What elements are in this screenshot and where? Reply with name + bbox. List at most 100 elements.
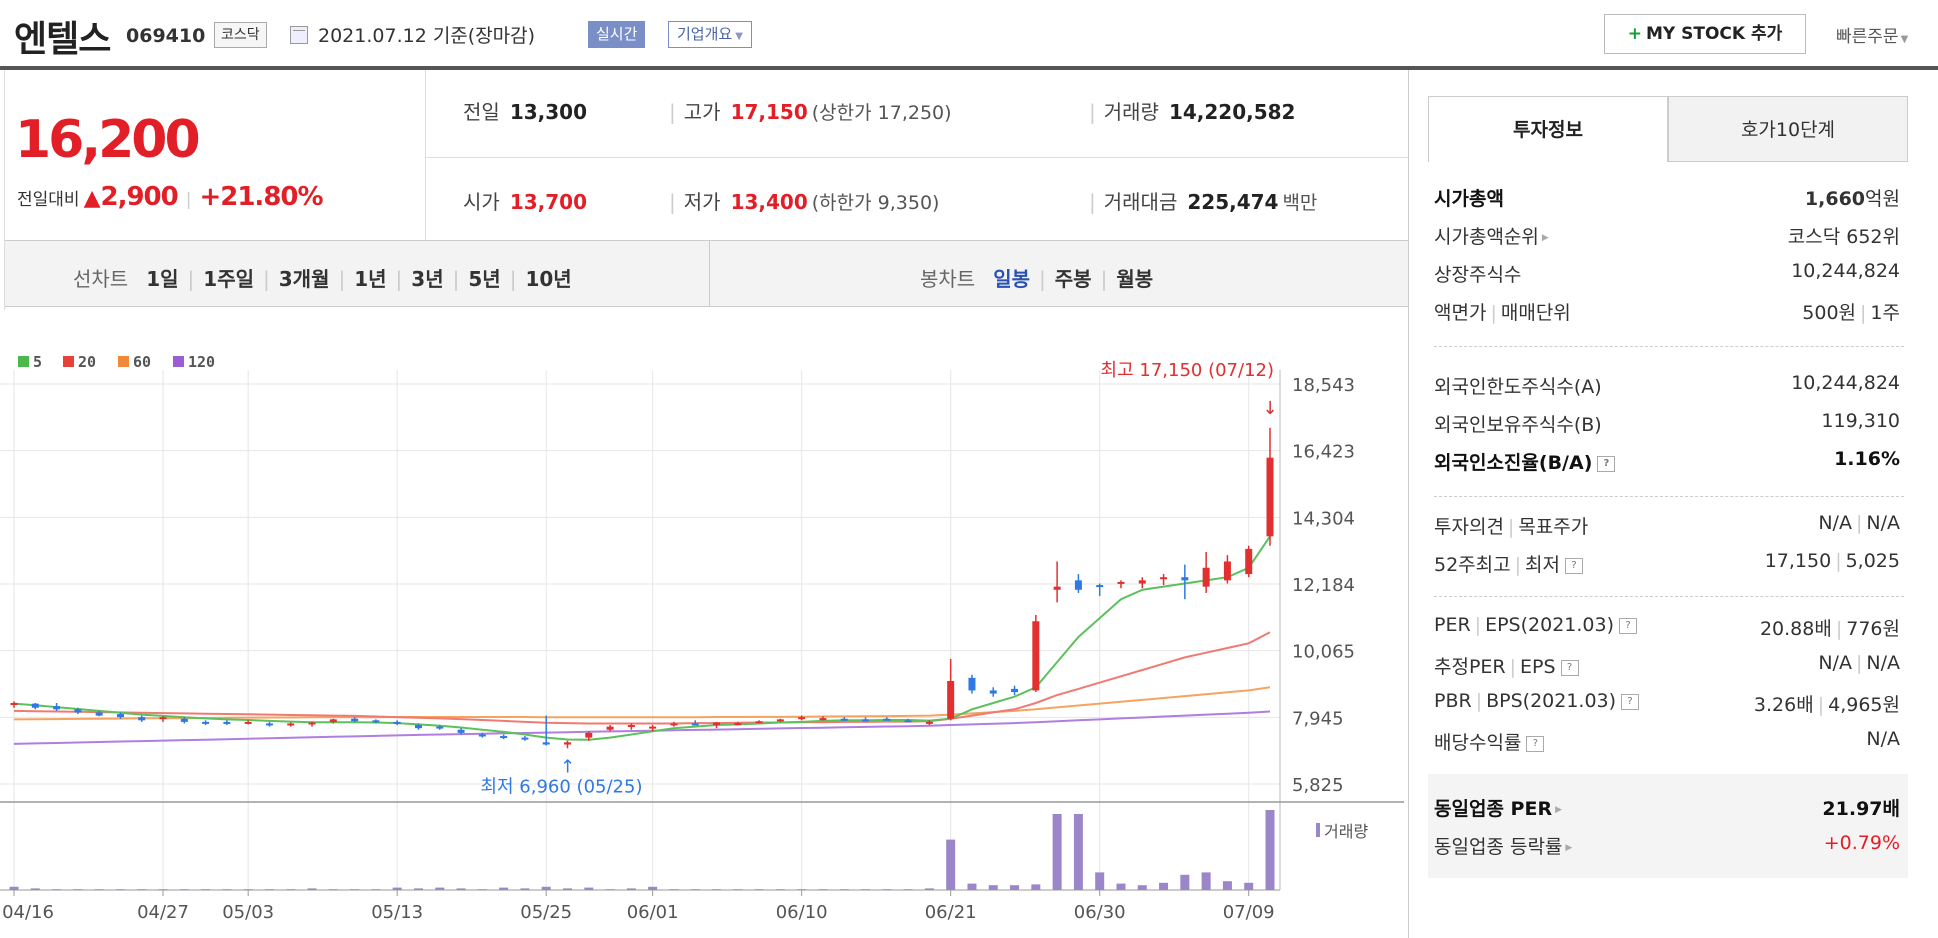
change-amount: 2,900 [100, 182, 178, 212]
corp-overview-dropdown[interactable]: 기업개요 ▼ [668, 21, 752, 48]
volume-legend-swatch [1316, 823, 1320, 837]
period-3m[interactable]: 3개월 [278, 267, 330, 291]
volume-bar [115, 889, 125, 891]
period-3y[interactable]: 3년 [411, 267, 444, 291]
volume-bar [137, 889, 147, 891]
foreign-ratio-value: 1.16% [1834, 448, 1900, 470]
unit-value: 1주 [1870, 302, 1900, 324]
divider [709, 241, 710, 307]
per-label-text: PER [1434, 614, 1471, 636]
candle-body [31, 703, 39, 708]
face-unit-label: 액면가 | 매매단위 [1434, 298, 1571, 325]
info-tabs: 투자정보 호가10단계 [1428, 96, 1908, 162]
candle-body [1011, 688, 1019, 693]
period-5y[interactable]: 5년 [468, 267, 501, 291]
help-icon[interactable]: ? [1565, 557, 1583, 574]
quick-order-button[interactable]: 빠른주문 ▼ [1836, 22, 1908, 47]
period-1y[interactable]: 1년 [354, 267, 387, 291]
help-icon[interactable]: ? [1597, 455, 1616, 472]
tab-invest-info[interactable]: 투자정보 [1428, 96, 1668, 162]
corp-overview-label: 기업개요 [677, 25, 733, 43]
pbr-value: 3.26배 | 4,965원 [1754, 690, 1900, 717]
candle-body [414, 725, 422, 729]
per-value: 20.88배 | 776원 [1760, 614, 1900, 641]
stock-name: 엔텔스 [14, 19, 111, 60]
volume-bar [328, 889, 338, 891]
divider: | [1475, 690, 1483, 712]
divider: | [1855, 652, 1863, 674]
foreign-limit-row: 외국인한도주식수(A) 10,244,824 [1428, 372, 1908, 406]
divider [1434, 596, 1904, 597]
legend-label: 60 [133, 353, 151, 371]
realtime-button[interactable]: 실시간 [588, 21, 646, 48]
candle-body [244, 721, 252, 724]
high-annotation: 최고 17,150 (07/12) [1101, 360, 1274, 381]
chevron-down-icon: ▼ [735, 31, 743, 42]
volume-bar [946, 839, 956, 890]
mystock-add-button[interactable]: + MY STOCK 추가 [1604, 14, 1806, 54]
volume-bar [222, 889, 232, 891]
ma20-line [13, 631, 1271, 725]
calendar-icon [290, 26, 308, 44]
help-icon[interactable]: ? [1619, 617, 1637, 634]
divider: | [1089, 100, 1096, 124]
target-value: N/A [1866, 512, 1900, 534]
peer-per-row[interactable]: 동일업종 PER ▶ 21.97배 [1428, 794, 1908, 828]
period-1d[interactable]: 1일 [146, 267, 179, 291]
face-value: 500원 [1802, 302, 1857, 324]
candle-body [1160, 577, 1168, 580]
divider: | [669, 100, 676, 124]
volume-bar [1244, 882, 1254, 890]
volume-bar [9, 886, 19, 890]
foreign-ratio-label-text: 외국인소진율(B/A) [1434, 452, 1593, 474]
div-value: N/A [1866, 728, 1900, 750]
volume-bar [73, 889, 83, 891]
candle-body [287, 723, 295, 726]
div-label-text: 배당수익률 [1434, 732, 1522, 754]
peer-chg-row[interactable]: 동일업종 등락률 ▶ +0.79% [1428, 832, 1908, 866]
stock-header: 엔텔스 069410 코스닥 2021.07.12 기준(장마감) 실시간 기업… [0, 0, 1938, 70]
unit-label: 매매단위 [1500, 302, 1571, 324]
pbr-row: PBR | BPS(2021.03)? 3.26배 | 4,965원 [1428, 690, 1908, 724]
ma5-line [13, 535, 1271, 741]
candle-body [563, 742, 571, 745]
volume-bar [1137, 885, 1147, 890]
help-icon[interactable]: ? [1526, 735, 1545, 752]
volume-bar [648, 886, 658, 890]
w52-low-label: 최저 [1525, 554, 1560, 576]
help-icon[interactable]: ? [1560, 659, 1579, 676]
candle-body [585, 732, 593, 738]
rank-row[interactable]: 시가총액순위 ▶ 코스닥 652위 [1428, 222, 1908, 256]
candle-daily[interactable]: 일봉 [993, 267, 1031, 291]
x-tick-label: 06/30 [1074, 902, 1126, 923]
period-1w[interactable]: 1주일 [203, 267, 254, 291]
divider: | [1490, 302, 1497, 324]
down-arrow-icon: ↓ [1262, 398, 1277, 419]
candle-body [436, 726, 444, 729]
trade-value-amount: 225,474 [1187, 190, 1279, 214]
quick-order-label: 빠른주문 [1836, 27, 1899, 47]
candle-body [1117, 581, 1125, 584]
foreign-limit-label: 외국인한도주식수(A) [1434, 376, 1602, 398]
candle-body [500, 736, 508, 739]
change-percent: +21.80% [199, 182, 323, 212]
chart-period-nav: 선차트 1일 | 1주일 | 3개월 | 1년 | 3년 | 5년 | 10년 봉차트 일봉 | 주봉 | 월봉 [5, 241, 1409, 307]
divider: | [452, 267, 460, 291]
up-arrow-icon: ↑ [560, 756, 575, 777]
price-chart[interactable]: 18,543 16,423 14,304 12,184 10,065 7,945 5,825… [0, 310, 1404, 938]
period-10y[interactable]: 10년 [525, 267, 572, 291]
candle-body [74, 709, 82, 713]
market-badge: 코스닥 [214, 22, 267, 48]
market-cap-unit: 억원 [1865, 188, 1900, 210]
face-unit-value: 500원 | 1주 [1802, 298, 1900, 325]
high-price: | 고가 17,150 (상한가 17,250) [669, 96, 952, 125]
candle-body [542, 742, 550, 745]
candle-body [159, 717, 167, 720]
help-icon[interactable]: ? [1621, 693, 1640, 710]
est-per-row: 추정PER | EPS? N/A | N/A [1428, 652, 1908, 686]
high-label: 고가 [683, 100, 721, 124]
x-tick-label: 05/13 [371, 902, 423, 923]
candle-monthly[interactable]: 월봉 [1116, 267, 1154, 291]
tab-hoga-10[interactable]: 호가10단계 [1668, 96, 1908, 162]
candle-weekly[interactable]: 주봉 [1054, 267, 1092, 291]
